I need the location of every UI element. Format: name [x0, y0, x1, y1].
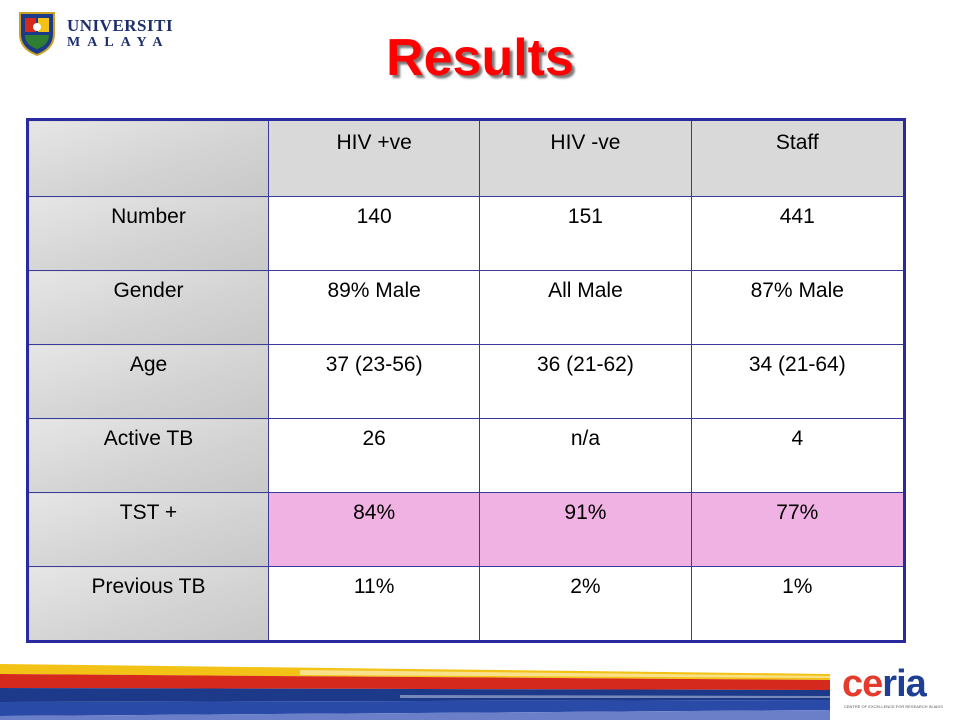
header-cell-staff: Staff [690, 119, 906, 197]
table-header-row: HIV +ve HIV -ve Staff [27, 119, 906, 197]
table-cell: 34 (21-64) [690, 344, 906, 419]
row-label: Previous TB [27, 566, 269, 642]
table-row-previous-tb: Previous TB 11% 2% 1% [27, 566, 906, 642]
footer-stripes [0, 664, 830, 720]
header-cell-hiv-positive: HIV +ve [267, 119, 481, 197]
table-row-tst-positive: TST + 84% 91% 77% [27, 492, 906, 567]
table-cell: 87% Male [690, 270, 906, 345]
table-row-active-tb: Active TB 26 n/a 4 [27, 418, 906, 493]
header-cell-hiv-negative: HIV -ve [479, 119, 692, 197]
table-row-number: Number 140 151 441 [27, 196, 906, 271]
table-cell: 151 [479, 196, 692, 271]
header-corner-cell [27, 119, 269, 197]
table-row-gender: Gender 89% Male All Male 87% Male [27, 270, 906, 345]
ceria-wordmark: ceria [842, 663, 927, 705]
logo-line2: MALAYA [67, 35, 170, 50]
table-cell: 37 (23-56) [267, 344, 481, 419]
ceria-logo: ceria CENTRE OF EXCELLENCE FOR RESEARCH … [842, 664, 952, 714]
table-row-age: Age 37 (23-56) 36 (21-62) 34 (21-64) [27, 344, 906, 419]
results-table: HIV +ve HIV -ve Staff Number 140 151 441… [26, 118, 906, 643]
table-cell: 441 [690, 196, 906, 271]
logo-line1: UNIVERSITI [67, 16, 174, 35]
slide-title: Results [386, 29, 574, 87]
row-label: TST + [27, 492, 269, 567]
row-label: Gender [27, 270, 269, 345]
table-cell-highlighted: 84% [267, 492, 481, 567]
row-label: Age [27, 344, 269, 419]
university-logo: UNIVERSITI MALAYA [17, 10, 173, 56]
table-cell: 89% Male [267, 270, 481, 345]
table-cell-highlighted: 77% [690, 492, 906, 567]
table-cell: 11% [267, 566, 481, 642]
row-label: Active TB [27, 418, 269, 493]
ceria-word-a: ce [842, 663, 883, 705]
table-cell: All Male [479, 270, 692, 345]
table-cell: 4 [690, 418, 906, 493]
ceria-word-b: ria [882, 663, 926, 705]
table-cell: n/a [479, 418, 692, 493]
ceria-tagline: CENTRE OF EXCELLENCE FOR RESEARCH IN AID… [844, 704, 943, 709]
table-cell: 140 [267, 196, 481, 271]
table-cell: 1% [690, 566, 906, 642]
table-cell: 36 (21-62) [479, 344, 692, 419]
table-cell-highlighted: 91% [479, 492, 692, 567]
table-cell: 2% [479, 566, 692, 642]
university-crest-icon [19, 12, 55, 56]
row-label: Number [27, 196, 269, 271]
table-cell: 26 [267, 418, 481, 493]
